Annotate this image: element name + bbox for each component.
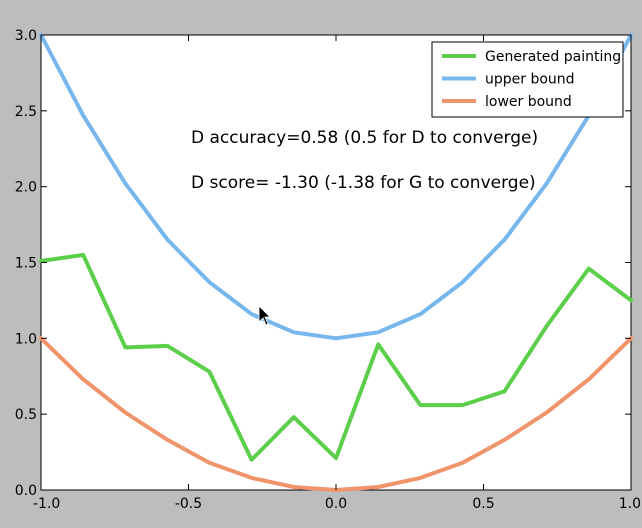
ticks-layer: -1.0 -0.5 0.0 0.5 1.0 0.0 0.5 1.0 1.5 2.0 2.5 3.0 [15, 28, 641, 512]
y-tick-label: 1.0 [15, 331, 37, 347]
series-line-generated-painting [39, 252, 633, 462]
x-tick-label: -0.5 [175, 496, 202, 512]
y-tick-label: 0.0 [15, 483, 37, 499]
annotation-d-score: D score= -1.30 (-1.38 for G to converge) [191, 173, 536, 193]
x-tick-label: -1.0 [33, 496, 60, 512]
x-tick-label: 0.5 [472, 496, 494, 512]
x-tick-label: 1.0 [619, 496, 641, 512]
x-tick-label: 0.0 [325, 496, 347, 512]
y-tick-label: 3.0 [15, 28, 37, 44]
y-tick-label: 1.5 [15, 256, 37, 272]
legend: Generated painting upper bound lower bound [431, 41, 624, 118]
y-tick-label: 2.0 [15, 180, 37, 196]
legend-label-lower-bound: lower bound [485, 94, 572, 110]
annotation-d-accuracy: D accuracy=0.58 (0.5 for D to converge) [191, 128, 538, 148]
legend-label-generated-painting: Generated painting [485, 49, 621, 65]
y-tick-label: 0.5 [15, 407, 37, 423]
y-tick-label: 2.5 [15, 104, 37, 120]
series-line-upper-bound [39, 33, 633, 341]
mouse-cursor-icon [258, 305, 271, 326]
legend-label-upper-bound: upper bound [485, 72, 575, 88]
